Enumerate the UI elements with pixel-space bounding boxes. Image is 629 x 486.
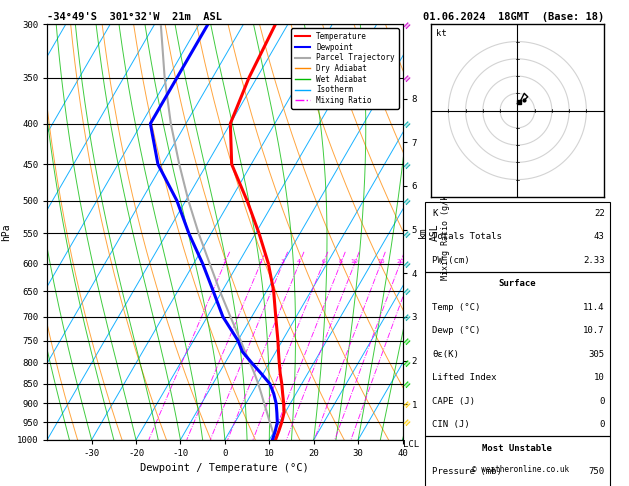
Text: 20: 20	[396, 259, 404, 263]
Bar	[425, 272, 610, 436]
Text: ≡: ≡	[401, 227, 413, 240]
Text: Dewp (°C): Dewp (°C)	[432, 326, 481, 335]
Text: 0: 0	[599, 397, 604, 406]
Text: ≡: ≡	[401, 334, 413, 347]
Text: Lifted Index: Lifted Index	[432, 373, 496, 382]
Text: ≡: ≡	[401, 71, 413, 84]
Text: PW (cm): PW (cm)	[432, 256, 470, 265]
Text: 2.33: 2.33	[583, 256, 604, 265]
Text: ≡: ≡	[401, 18, 413, 31]
Text: ≡: ≡	[401, 158, 413, 171]
Text: ≡: ≡	[401, 416, 413, 429]
Text: ≡: ≡	[401, 356, 413, 369]
Text: 10: 10	[351, 259, 359, 263]
Text: ≡: ≡	[401, 285, 413, 297]
Bar	[425, 436, 610, 486]
Text: -34°49'S  301°32'W  21m  ASL: -34°49'S 301°32'W 21m ASL	[47, 12, 222, 22]
Text: ≡: ≡	[401, 117, 413, 130]
Text: 750: 750	[589, 467, 604, 476]
Text: ≡: ≡	[401, 257, 413, 270]
Text: ≡: ≡	[401, 311, 413, 323]
Text: θε(K): θε(K)	[432, 350, 459, 359]
Legend: Temperature, Dewpoint, Parcel Trajectory, Dry Adiabat, Wet Adiabat, Isotherm, Mi: Temperature, Dewpoint, Parcel Trajectory…	[291, 28, 399, 109]
Text: 43: 43	[594, 232, 604, 242]
Text: 2: 2	[259, 259, 262, 263]
Y-axis label: km
ASL: km ASL	[418, 223, 440, 241]
Text: K: K	[432, 209, 437, 218]
X-axis label: Dewpoint / Temperature (°C): Dewpoint / Temperature (°C)	[140, 464, 309, 473]
Text: 01.06.2024  18GMT  (Base: 18): 01.06.2024 18GMT (Base: 18)	[423, 12, 604, 22]
Text: © weatheronline.co.uk: © weatheronline.co.uk	[472, 465, 569, 474]
Text: kt: kt	[437, 30, 447, 38]
Text: 10.7: 10.7	[583, 326, 604, 335]
Text: ≡: ≡	[401, 194, 413, 207]
Y-axis label: hPa: hPa	[1, 223, 11, 241]
Text: Most Unstable: Most Unstable	[482, 444, 552, 452]
Text: Pressure (mb): Pressure (mb)	[432, 467, 502, 476]
Text: 10: 10	[594, 373, 604, 382]
Text: 4: 4	[297, 259, 301, 263]
Text: 8: 8	[338, 259, 343, 263]
Text: LCL: LCL	[403, 440, 419, 449]
Text: ≡: ≡	[401, 377, 413, 390]
Bar	[425, 202, 610, 272]
Text: Totals Totals: Totals Totals	[432, 232, 502, 242]
Text: Temp (°C): Temp (°C)	[432, 303, 481, 312]
Text: 15: 15	[377, 259, 385, 263]
Text: 305: 305	[589, 350, 604, 359]
Text: Surface: Surface	[499, 279, 536, 288]
Text: 11.4: 11.4	[583, 303, 604, 312]
Text: ≡: ≡	[401, 397, 413, 410]
Text: 22: 22	[594, 209, 604, 218]
Text: 1: 1	[223, 259, 226, 263]
Text: 6: 6	[321, 259, 325, 263]
Text: CAPE (J): CAPE (J)	[432, 397, 475, 406]
Text: 0: 0	[599, 420, 604, 429]
Text: Mixing Ratio (g/kg): Mixing Ratio (g/kg)	[441, 185, 450, 279]
Text: 3: 3	[281, 259, 285, 263]
Text: CIN (J): CIN (J)	[432, 420, 470, 429]
